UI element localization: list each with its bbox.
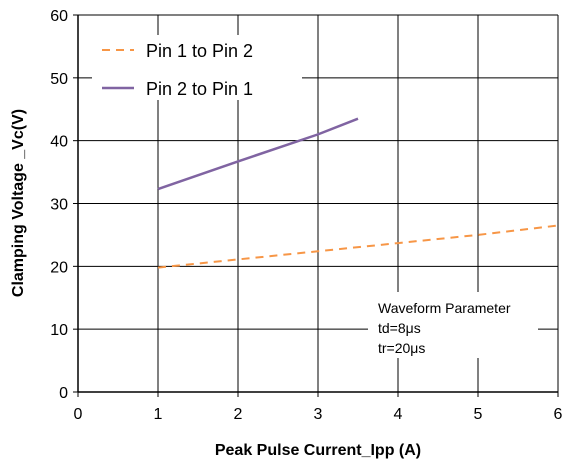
legend: Pin 1 to Pin 2 Pin 2 to Pin 1 [92, 35, 302, 100]
series-line-1 [157, 224, 559, 269]
y-tick-label-10: 10 [50, 322, 68, 339]
x-axis-title: Peak Pulse Current_Ipp (A) [215, 442, 421, 459]
x-tick-label-4: 4 [394, 406, 403, 423]
annotation-background [368, 292, 538, 358]
y-tick-label-40: 40 [50, 134, 68, 151]
legend-label-pin1-to-pin2: Pin 1 to Pin 2 [146, 41, 253, 61]
x-tick-label-1: 1 [154, 406, 163, 423]
x-tick-label-3: 3 [314, 406, 323, 423]
y-tick-label-60: 60 [50, 8, 68, 25]
y-tick-label-50: 50 [50, 71, 68, 88]
annotation-title: Waveform Parameter [378, 300, 511, 316]
annotation-tr: tr=20μs [378, 340, 425, 356]
x-tick-label-2: 2 [234, 406, 243, 423]
x-tick-label-6: 6 [554, 406, 563, 423]
series-line-2 [157, 117, 359, 191]
y-tick-label-20: 20 [50, 259, 68, 276]
axes [73, 14, 559, 397]
x-tick-label-0: 0 [74, 406, 83, 423]
y-axis-title: Clamping Voltage _Vc(V) [10, 109, 27, 297]
y-tick-label-30: 30 [50, 197, 68, 214]
y-tick-label-0: 0 [59, 385, 68, 402]
legend-label-pin2-to-pin1: Pin 2 to Pin 1 [146, 79, 253, 99]
x-tick-label-5: 5 [474, 406, 483, 423]
annotation-td: td=8μs [378, 320, 421, 336]
tick-labels: 0 10 20 30 40 50 60 0 1 2 3 4 5 6 [50, 8, 562, 423]
series-lines [157, 117, 559, 269]
waveform-annotation: Waveform Parameter td=8μs tr=20μs [368, 292, 538, 358]
